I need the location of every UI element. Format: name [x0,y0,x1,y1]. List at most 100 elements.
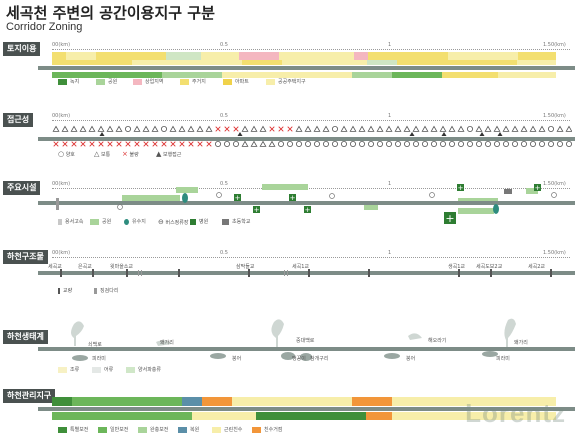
rating-good-symbol [322,140,329,147]
animal-label: 붕어 [406,356,416,362]
page-title: 세곡천 주변의 공간이용지구 구분 [6,4,215,22]
rating-normal-symbol [511,125,519,132]
rating-normal-symbol [475,125,483,132]
bridge-label: 윗마을소교 [110,264,134,270]
rating-good-symbol [313,140,320,147]
rating-normal-symbol [340,125,348,132]
rating-good-symbol [448,140,455,147]
legend-greenland: 녹지 [58,78,79,85]
rating-normal-symbol [295,125,303,132]
rating-poor-symbol [107,141,113,147]
animal-label: 참개구리 [310,356,329,362]
rating-good-symbol [412,140,419,147]
rating-normal-symbol [448,125,456,132]
legend-residential: 주거지 [180,78,206,85]
facilities-map: + + + + + + + [38,184,575,225]
rating-normal-symbol [520,125,528,132]
svg-text:+: + [235,194,241,202]
watermark-logo: Lorentz [465,398,566,428]
rating-normal-symbol [205,125,213,132]
tick-15: 1.50(km) [543,250,566,256]
rating-poor-symbol [89,141,95,147]
rating-good-symbol [439,140,446,147]
rating-poor-symbol [269,126,275,132]
rating-normal-symbol [493,125,501,132]
bridge-label: 은곡교 [78,264,92,270]
rating-normal-symbol [529,125,537,132]
legend-neighborhood-water: 근린친수 [212,426,242,433]
rating-good-symbol [466,140,473,147]
rating-good-symbol [331,126,338,132]
rating-normal-symbol [259,125,267,132]
tick-1: 1 [388,250,392,256]
axis-line-facilities [52,188,570,189]
animal-label: 맹꽁이 [292,356,306,362]
rating-good-symbol [430,140,437,147]
rating-good-symbol [331,140,338,147]
rating-poor-symbol [224,126,230,132]
rating-poor-symbol [152,141,158,147]
rating-good-symbol [547,140,554,147]
tick-05: 0.5 [220,42,228,48]
bird-label: 중대백로 [296,338,315,344]
rating-poor-symbol [170,141,176,147]
rating-normal-symbol [376,125,384,132]
tick-1: 1 [388,42,392,48]
rating-normal-symbol [313,125,321,132]
rating-normal-symbol [358,125,366,132]
management-bands [38,397,575,420]
rating-good-symbol [556,140,563,147]
legend-commercial: 상업지역 [133,78,163,85]
land-use-bands [38,52,575,78]
axis-line-access [52,120,570,121]
rating-poor-symbol [116,141,122,147]
rating-good-symbol [493,140,500,147]
access-symbols [52,125,572,147]
rating-normal-symbol [115,125,123,132]
legend-hospital: 병원 [190,218,208,225]
legend-expressway: 용서고속 [58,218,83,225]
rating-normal-symbol [250,125,258,132]
legend-retention: 유수지 [124,218,146,225]
bridge-label: 세곡교 [48,264,62,270]
rating-good-symbol [403,140,410,147]
rating-poor-symbol [53,141,59,147]
rating-poor-symbol [206,141,212,147]
rating-good-symbol [547,126,554,132]
rating-poor-symbol [80,141,86,147]
rating-good-symbol [538,140,545,147]
axis-line-land-use [52,49,570,50]
rating-good-symbol [511,140,518,147]
legend-fish: 어류 [92,366,113,373]
pedestrian-access-marker [99,132,105,136]
svg-text:+: + [254,206,260,214]
tick-0: 00(km) [52,181,71,187]
rating-good-symbol [475,140,482,147]
rating-normal-symbol [97,125,105,132]
rating-good-symbol [214,140,221,147]
legend-buffer: 완충보전 [138,426,168,433]
rating-good-symbol [358,140,365,147]
rating-normal-symbol [187,125,195,132]
rating-good-symbol [304,140,311,147]
rating-normal-symbol [52,125,60,132]
rating-poor-symbol [98,141,104,147]
rating-poor-symbol [287,126,293,132]
rating-normal-symbol [241,125,249,132]
legend-stepping-stones: 징검다리 [94,287,118,294]
bridge-label: 세곡1교 [292,264,309,270]
legend-park: 공원 [96,78,117,85]
svg-text:+: + [305,206,311,214]
pedestrian-access-marker [237,132,243,136]
legend-bridge: 교량 [58,287,72,294]
bridge-label: 생곡1교 [448,264,465,270]
legend-poor: × 불량 [122,150,139,158]
rating-normal-symbol [457,125,465,132]
rating-good-symbol [394,140,401,147]
section-label-land-use: 토지이용 [3,42,41,56]
tick-1: 1 [388,113,392,119]
bird-label: 쇠백로 [88,342,102,348]
rating-good-symbol [340,140,347,147]
rating-good-symbol [161,126,168,132]
rating-normal-symbol [556,125,564,132]
